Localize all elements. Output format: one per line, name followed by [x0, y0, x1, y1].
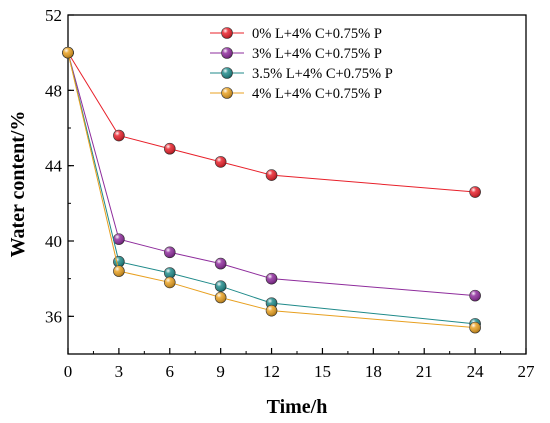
legend-label: 3.5% L+4% C+0.75% P	[252, 66, 393, 82]
x-tick-label: 15	[314, 362, 331, 381]
legend-marker-shine	[221, 87, 233, 99]
series-line	[67, 52, 476, 193]
data-point-shine	[164, 246, 176, 258]
legend-marker-shine	[221, 47, 233, 59]
data-point-shine	[113, 130, 125, 142]
legend-label: 0% L+4% C+0.75% P	[252, 26, 382, 42]
y-tick-label: 36	[45, 307, 62, 326]
data-point-shine	[266, 169, 278, 181]
x-tick-label: 6	[166, 362, 175, 381]
data-point-shine	[469, 290, 481, 302]
x-tick-label: 0	[64, 362, 73, 381]
x-tick-label: 12	[263, 362, 280, 381]
series-line	[67, 52, 476, 325]
data-point-shine	[164, 267, 176, 279]
x-axis-ticks: 0 3 6 9 12 15 18 21 24 27	[64, 348, 535, 381]
series-layer	[62, 46, 481, 334]
legend-item: 4% L+4% C+0.75% P	[210, 86, 382, 102]
series-line	[67, 52, 476, 297]
legend-marker-shine	[221, 67, 233, 79]
y-axis-title: Water content/%	[7, 111, 29, 258]
x-tick-label: 27	[518, 362, 536, 381]
data-point-shine	[266, 273, 278, 285]
data-point-shine	[113, 265, 125, 277]
y-tick-label: 52	[45, 6, 62, 25]
legend-item: 0% L+4% C+0.75% P	[210, 26, 382, 42]
x-axis-title: Time/h	[267, 396, 328, 418]
legend-item: 3% L+4% C+0.75% P	[210, 46, 382, 62]
series-4	[62, 46, 481, 334]
legend-item: 3.5% L+4% C+0.75% P	[210, 66, 393, 82]
legend-label: 3% L+4% C+0.75% P	[252, 46, 382, 62]
y-tick-label: 40	[45, 232, 62, 251]
data-point-shine	[215, 280, 227, 292]
x-tick-label: 21	[416, 362, 433, 381]
data-point-shine	[215, 292, 227, 303]
x-tick-label: 3	[115, 362, 124, 381]
legend-label: 4% L+4% C+0.75% P	[252, 86, 382, 102]
legend: 0% L+4% C+0.75% P 3% L+4% C+0.75% P 3.5% L…	[210, 26, 393, 102]
data-point-shine	[469, 322, 481, 334]
y-tick-label: 44	[45, 157, 63, 176]
y-tick-label: 48	[45, 81, 62, 100]
data-point-shine	[62, 47, 74, 59]
data-point-shine	[164, 276, 176, 288]
x-tick-label: 24	[467, 362, 485, 381]
y-axis-ticks: 36 40 44 48 52	[45, 6, 74, 355]
legend-marker-shine	[221, 27, 233, 39]
data-point-shine	[215, 258, 227, 270]
data-point-shine	[215, 156, 227, 168]
data-point-shine	[113, 233, 125, 245]
data-point-shine	[164, 143, 176, 155]
data-point-shine	[266, 305, 278, 317]
x-tick-label: 18	[365, 362, 382, 381]
series-line	[67, 52, 476, 329]
x-tick-label: 9	[216, 362, 225, 381]
data-point-shine	[469, 186, 481, 198]
